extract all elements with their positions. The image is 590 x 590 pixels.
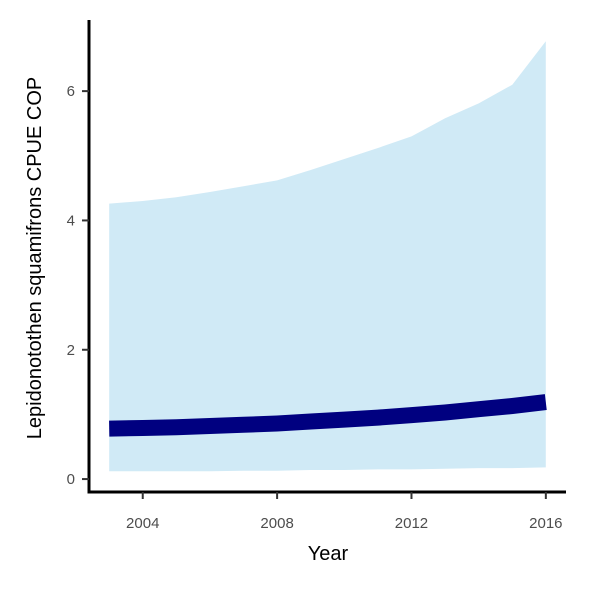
axes	[82, 20, 566, 499]
y-tick-label: 0	[67, 471, 75, 488]
x-tick-label: 2016	[529, 515, 562, 532]
x-axis-title: Year	[308, 543, 349, 565]
trend-line	[109, 394, 547, 437]
confidence-band	[109, 41, 546, 472]
plot-area	[109, 41, 547, 472]
y-tick-label: 6	[67, 83, 75, 100]
x-tick-label: 2004	[126, 515, 159, 532]
y-tick-label: 2	[67, 342, 75, 359]
x-tick-label: 2008	[260, 515, 293, 532]
y-tick-label: 4	[67, 212, 75, 229]
y-axis-title: Lepidonotothen squamifrons CPUE COP	[24, 77, 46, 439]
tick-labels: 2004 2008 2012 2016 0 2 4 6	[67, 83, 563, 532]
x-tick-label: 2012	[395, 515, 428, 532]
